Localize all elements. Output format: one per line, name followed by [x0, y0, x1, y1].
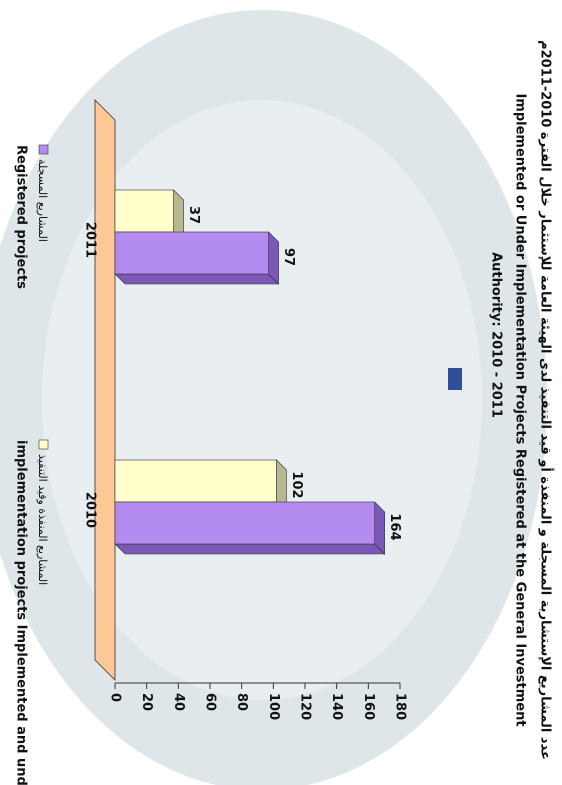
chart: عدد المشاريع الإستشارية المسجلة و المنفذ…	[0, 0, 562, 785]
y-tick-label: 40	[171, 693, 186, 711]
legend-label: implementation projects Implemented and …	[14, 440, 29, 785]
bar-side	[115, 544, 385, 554]
x-tick-label: 2010	[83, 492, 98, 528]
legend-swatch	[39, 145, 48, 154]
y-tick-label: 120	[298, 693, 313, 720]
bar	[115, 502, 375, 544]
decoration	[448, 368, 462, 390]
y-tick-label: 160	[361, 693, 376, 720]
legend-label: المشاريع المنفذة وقيد التنفيذ	[36, 454, 49, 585]
y-tick-label: 140	[329, 693, 344, 720]
y-tick-label: 0	[108, 693, 123, 702]
bar-side	[115, 274, 279, 284]
y-tick-label: 60	[203, 693, 218, 711]
y-tick-label: 20	[139, 693, 154, 711]
y-tick-label: 80	[234, 693, 249, 711]
legend-label: المشاريع المسجلة	[36, 159, 49, 242]
value-label: 97	[281, 248, 296, 266]
x-tick-label: 2011	[83, 222, 98, 258]
floor	[95, 100, 115, 680]
rotated-chart: عدد المشاريع الإستشارية المسجلة و المنفذ…	[0, 10, 555, 785]
chart-title: عدد المشاريع الإستشارية المسجلة و المنفذ…	[538, 40, 555, 760]
value-label: 37	[186, 206, 201, 224]
legend-label: Registered projects	[14, 145, 29, 289]
chart-subtitle: Implemented or Under Implementation Proj…	[513, 93, 528, 726]
value-label: 164	[387, 513, 402, 540]
value-label: 102	[289, 471, 304, 498]
y-tick-label: 100	[266, 693, 281, 720]
bar	[115, 232, 269, 274]
y-tick-label: 180	[393, 693, 408, 720]
bar	[115, 190, 174, 232]
legend-swatch	[39, 440, 48, 449]
chart-subtitle: Authority: 2010 - 2011	[489, 252, 504, 418]
bar	[115, 460, 277, 502]
